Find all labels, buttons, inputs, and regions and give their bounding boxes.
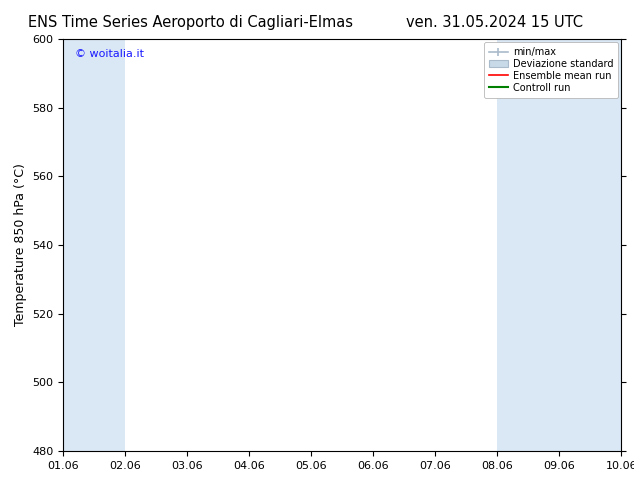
Bar bbox=[497, 39, 559, 451]
Text: ENS Time Series Aeroporto di Cagliari-Elmas: ENS Time Series Aeroporto di Cagliari-El… bbox=[28, 15, 353, 30]
Y-axis label: Temperature 850 hPa (°C): Temperature 850 hPa (°C) bbox=[14, 164, 27, 326]
Bar bbox=[559, 39, 621, 451]
Bar bbox=[63, 39, 126, 451]
Text: ven. 31.05.2024 15 UTC: ven. 31.05.2024 15 UTC bbox=[406, 15, 583, 30]
Text: © woitalia.it: © woitalia.it bbox=[75, 49, 143, 59]
Legend: min/max, Deviazione standard, Ensemble mean run, Controll run: min/max, Deviazione standard, Ensemble m… bbox=[484, 42, 618, 98]
